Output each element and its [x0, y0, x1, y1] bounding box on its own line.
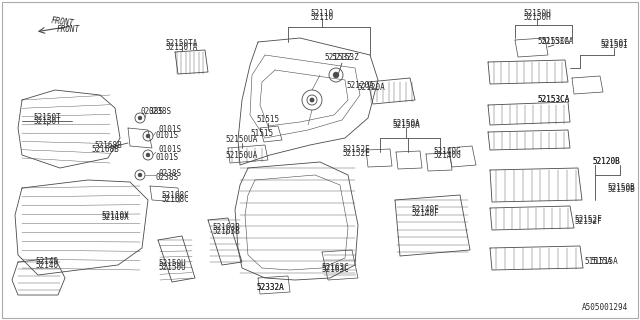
- Text: 51515A: 51515A: [584, 257, 612, 266]
- Text: 0238S: 0238S: [159, 169, 182, 178]
- Text: 52140F: 52140F: [411, 209, 439, 218]
- Text: 52110X: 52110X: [101, 211, 129, 220]
- Text: 52150T: 52150T: [33, 116, 61, 125]
- Text: 51515A: 51515A: [590, 257, 618, 266]
- Text: 52140G: 52140G: [433, 150, 461, 159]
- Text: 52153CA: 52153CA: [538, 95, 570, 105]
- Text: 52150B: 52150B: [607, 186, 635, 195]
- Text: 52152E: 52152E: [342, 148, 370, 157]
- Text: 0101S: 0101S: [159, 125, 182, 134]
- Text: 52140: 52140: [35, 258, 59, 267]
- Circle shape: [310, 98, 314, 102]
- Text: 52150T: 52150T: [33, 114, 61, 123]
- Text: 0101S: 0101S: [159, 146, 182, 155]
- Text: 52150I: 52150I: [600, 41, 628, 50]
- Circle shape: [146, 153, 150, 157]
- Text: 52150A: 52150A: [392, 119, 420, 129]
- Circle shape: [138, 173, 142, 177]
- Text: 52120B: 52120B: [592, 157, 620, 166]
- Text: 52150H: 52150H: [523, 10, 551, 19]
- Text: 52153CA: 52153CA: [542, 37, 574, 46]
- Text: 52140G: 52140G: [433, 148, 461, 156]
- Text: 0238S: 0238S: [140, 108, 164, 116]
- Text: 52332A: 52332A: [256, 283, 284, 292]
- Text: 52150U: 52150U: [158, 260, 186, 268]
- Text: 52163C: 52163C: [321, 266, 349, 275]
- Text: 52150TA: 52150TA: [166, 39, 198, 49]
- Text: 51515: 51515: [250, 129, 273, 138]
- Text: 52120A: 52120A: [346, 81, 374, 90]
- Text: 52153Z: 52153Z: [331, 52, 359, 61]
- Circle shape: [138, 116, 142, 120]
- Text: 52168B: 52168B: [91, 146, 119, 155]
- Text: 52150H: 52150H: [523, 12, 551, 21]
- Text: 0238S: 0238S: [148, 108, 172, 116]
- Text: 52168C: 52168C: [161, 191, 189, 201]
- Text: FRONT: FRONT: [50, 16, 74, 28]
- Text: 52150A: 52150A: [392, 121, 420, 130]
- Text: 52152F: 52152F: [574, 218, 602, 227]
- Text: 52163C: 52163C: [321, 262, 349, 271]
- Text: 52150B: 52150B: [607, 183, 635, 193]
- Text: 0101S: 0101S: [156, 132, 179, 140]
- Circle shape: [146, 134, 150, 138]
- Circle shape: [333, 72, 339, 78]
- Text: 52332A: 52332A: [256, 284, 284, 292]
- Text: 52163B: 52163B: [212, 227, 240, 236]
- Text: 52150UA: 52150UA: [226, 150, 258, 159]
- Text: 52110: 52110: [310, 13, 333, 22]
- Text: 52110X: 52110X: [101, 213, 129, 222]
- Text: 51515: 51515: [257, 116, 280, 124]
- Text: 52163B: 52163B: [212, 223, 240, 233]
- Text: 52153CA: 52153CA: [538, 95, 570, 105]
- Text: 52168B: 52168B: [94, 140, 122, 149]
- Text: 52150TA: 52150TA: [166, 43, 198, 52]
- Text: 52140: 52140: [35, 260, 59, 269]
- Text: FRONT: FRONT: [56, 26, 79, 35]
- Text: 52120A: 52120A: [357, 83, 385, 92]
- Text: 52150U: 52150U: [158, 263, 186, 273]
- Text: 52150UA: 52150UA: [226, 135, 258, 145]
- Text: 52168C: 52168C: [161, 196, 189, 204]
- Text: 52152F: 52152F: [574, 215, 602, 225]
- Text: A505001294: A505001294: [582, 303, 628, 312]
- Text: 52153Z: 52153Z: [324, 52, 352, 61]
- Text: 52152E: 52152E: [342, 146, 370, 155]
- Text: 52140F: 52140F: [411, 205, 439, 214]
- Text: 52150I: 52150I: [600, 39, 628, 49]
- Text: 52120B: 52120B: [592, 157, 620, 166]
- Text: 0238S: 0238S: [156, 173, 179, 182]
- Text: 52110: 52110: [310, 9, 333, 18]
- Text: 0101S: 0101S: [156, 153, 179, 162]
- Text: 52153CA: 52153CA: [538, 37, 570, 46]
